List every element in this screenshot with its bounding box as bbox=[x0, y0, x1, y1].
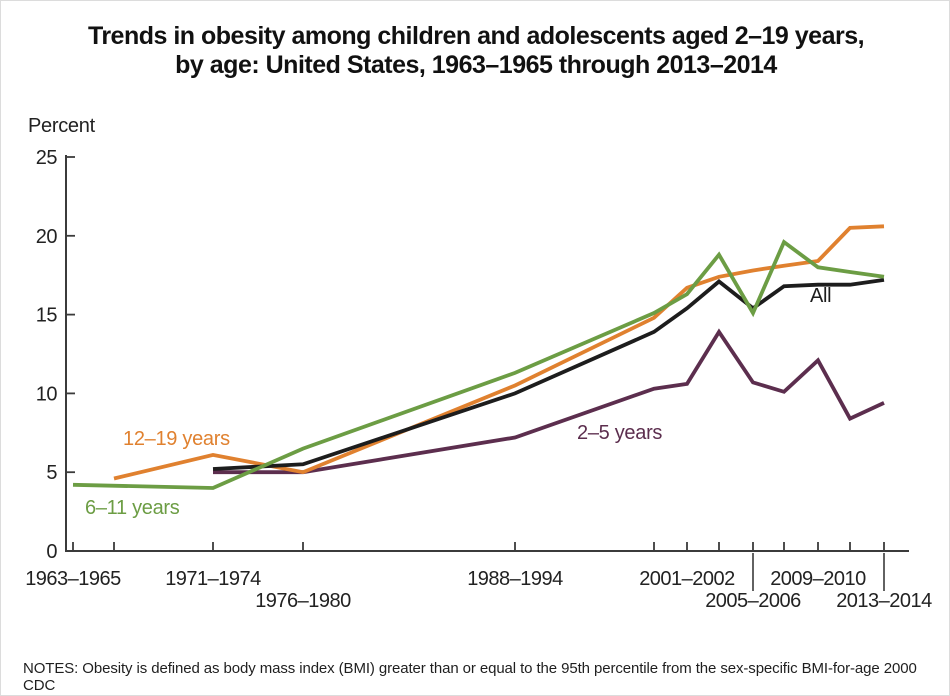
title-line-2: by age: United States, 1963–1965 through… bbox=[175, 51, 777, 79]
x-tick-label: 1963–1965 bbox=[25, 568, 121, 590]
y-tick-label: 15 bbox=[36, 305, 58, 327]
y-tick-label: 0 bbox=[46, 541, 57, 563]
x-tick-label: 1988–1994 bbox=[467, 568, 563, 590]
series-label-12-19-years: 12–19 years bbox=[123, 428, 230, 450]
figure-title: Trends in obesity among children and ado… bbox=[1, 22, 949, 80]
series-line-2-5-years bbox=[213, 328, 885, 475]
x-tick-label: 2009–2010 bbox=[770, 568, 866, 590]
y-axis-title: Percent bbox=[28, 115, 95, 137]
x-tick-label: 1971–1974 bbox=[165, 568, 261, 590]
x-tick-label: 1976–1980 bbox=[255, 590, 351, 612]
y-tick-label: 25 bbox=[36, 147, 58, 169]
series-line-12-19-years bbox=[113, 224, 885, 481]
y-tick-label: 10 bbox=[36, 383, 58, 405]
series-label-2-5-years: 2–5 years bbox=[577, 422, 662, 444]
y-tick-label: 5 bbox=[46, 462, 57, 484]
y-tick-label: 20 bbox=[36, 226, 58, 248]
x-tick-label: 2005–2006 bbox=[705, 590, 801, 612]
notes-block: NOTES: Obesity is defined as body mass i… bbox=[23, 628, 943, 695]
series-label-6-11-years: 6–11 years bbox=[85, 497, 180, 519]
series-line-6-11-years bbox=[72, 239, 885, 490]
series-label-all: All bbox=[810, 285, 831, 307]
x-tick-label: 2013–2014 bbox=[836, 590, 932, 612]
notes-line-1: NOTES: Obesity is defined as body mass i… bbox=[23, 660, 921, 694]
title-line-1: Trends in obesity among children and ado… bbox=[87, 22, 865, 50]
series-line-all bbox=[212, 278, 885, 471]
x-tick-label: 2001–2002 bbox=[639, 568, 735, 590]
